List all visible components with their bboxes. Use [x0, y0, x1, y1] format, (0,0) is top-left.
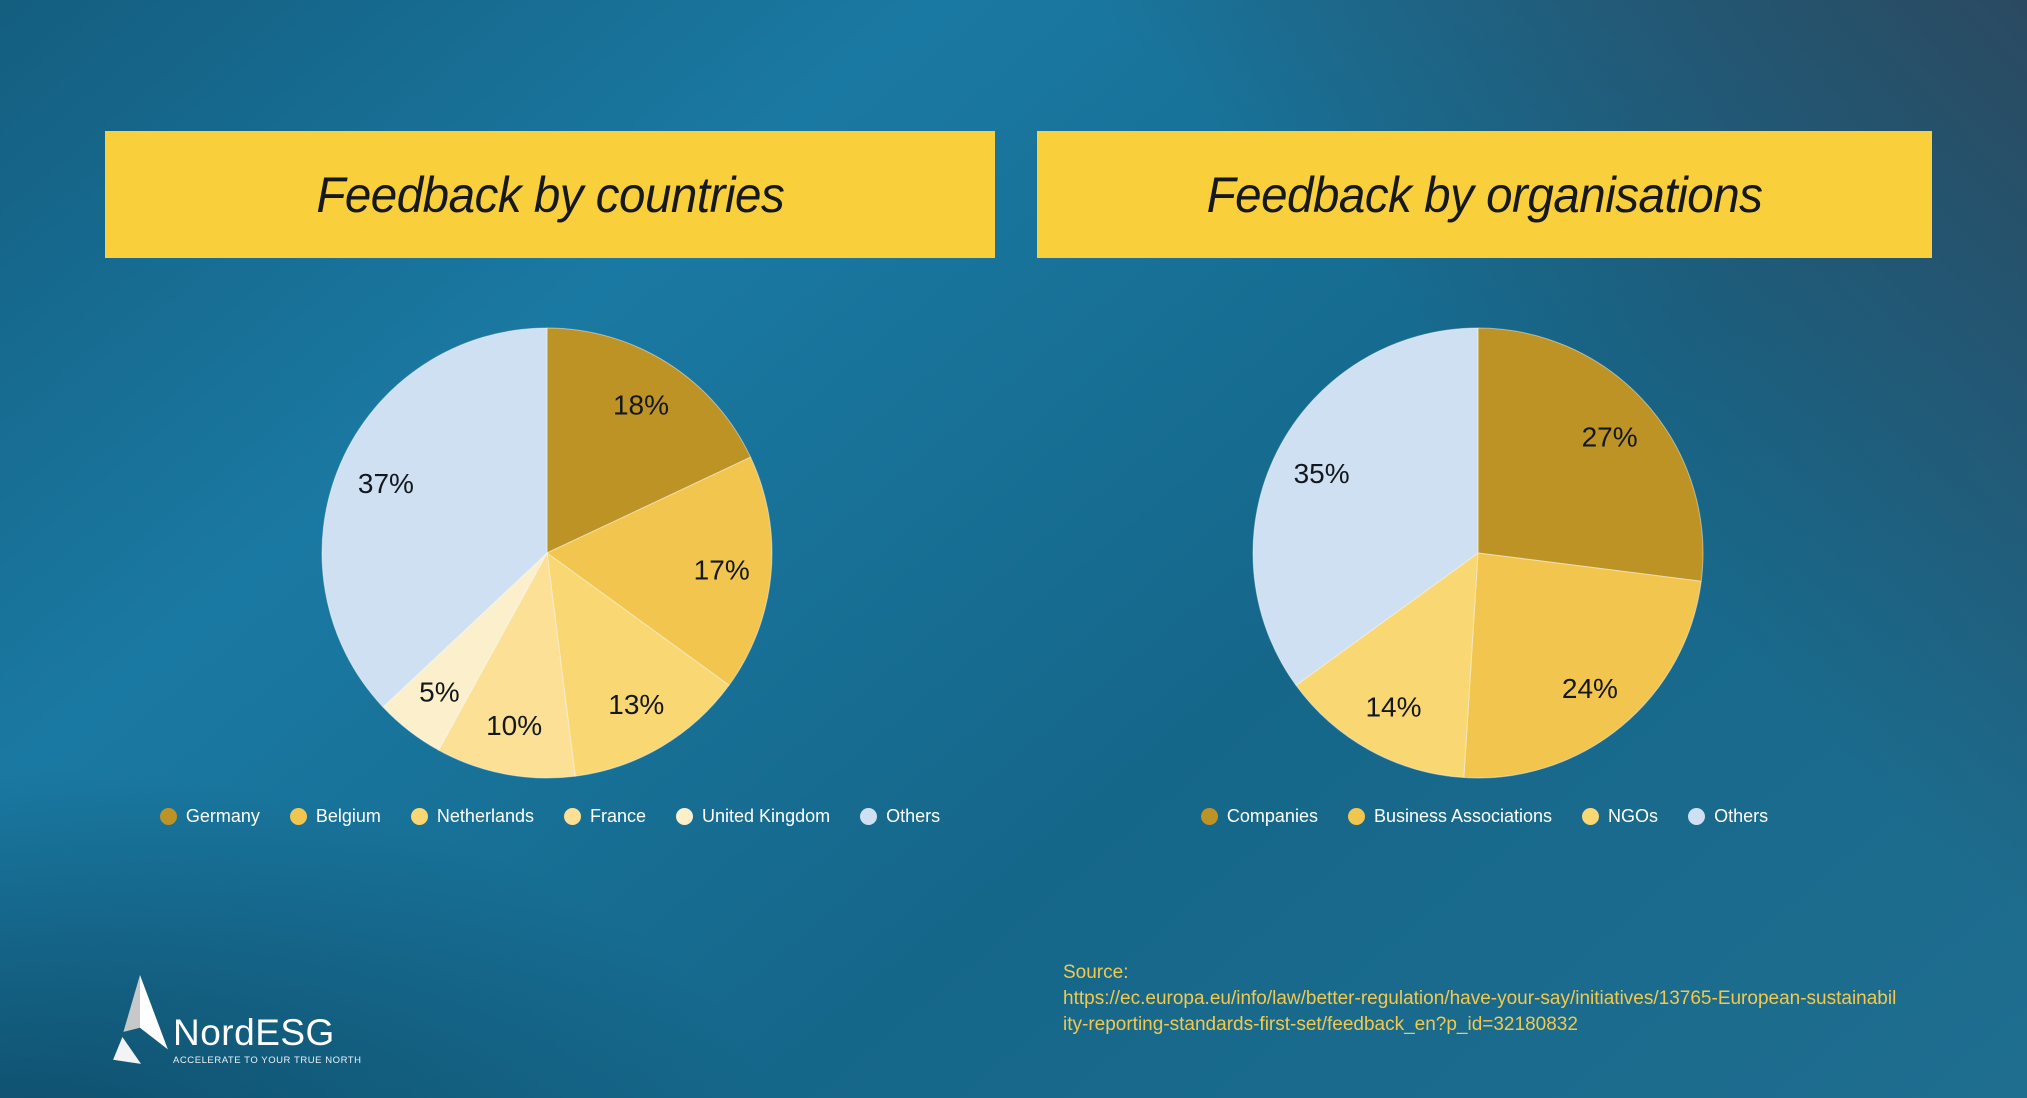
legend-label: France: [589, 805, 647, 826]
pie-slice-france: [438, 552, 576, 779]
legend-label: NGOs: [1608, 805, 1659, 826]
banner-feedback-by-countries: Feedback by countries: [105, 131, 995, 258]
legend-swatch-icon: [563, 807, 581, 825]
chart-title-organisations: Feedback by organisations: [1206, 166, 1763, 223]
pie-value-label-germany: 18%: [613, 390, 669, 421]
legend-label: Companies: [1226, 805, 1318, 826]
pie-slice-companies: [1477, 327, 1704, 582]
pie-slice-belgium: [546, 456, 773, 686]
logo-tagline: ACCELERATE TO YOUR TRUE NORTH: [173, 1055, 362, 1066]
legend-label: Germany: [185, 805, 260, 826]
legend-item-others: Others: [860, 806, 940, 827]
legend-swatch-icon: [1347, 807, 1365, 825]
pie-chart-countries: 18% 17% 13% 10% 5% 37%: [321, 327, 773, 779]
logo-text-block: NordESG ACCELERATE TO YOUR TRUE NORTH: [173, 1014, 362, 1067]
legend-item-others: Others: [1688, 806, 1768, 827]
legend-label: United Kingdom: [702, 805, 831, 826]
legend-item-companies: Companies: [1200, 805, 1318, 827]
legend-swatch-icon: [860, 807, 878, 825]
pie-value-label-netherlands: 13%: [608, 689, 664, 720]
pie-value-label-ngos: 14%: [1365, 692, 1421, 723]
legend-label: Business Associations: [1373, 805, 1553, 826]
legend-countries: Germany Belgium Netherlands France United Ki…: [105, 799, 995, 833]
legend-label: Netherlands: [436, 805, 534, 826]
pie-slice-netherlands: [546, 552, 730, 777]
pie-slice-others: [321, 327, 548, 708]
pie-value-label-companies: 27%: [1582, 422, 1638, 453]
legend-organisations: Companies Business Associations NGOs Others: [1037, 799, 1932, 833]
legend-item-business-associations: Business Associations: [1347, 805, 1553, 827]
legend-swatch-icon: [676, 807, 694, 825]
pie-value-label-france: 10%: [486, 710, 542, 741]
legend-item-ngos: NGOs: [1582, 806, 1658, 827]
source-url-line-1[interactable]: https://ec.europa.eu/info/law/better-reg…: [1063, 988, 1897, 1009]
legend-item-germany: Germany: [159, 805, 260, 827]
nordesg-logo: NordESG ACCELERATE TO YOUR TRUE NORTH: [112, 974, 362, 1067]
nordesg-arrow-icon: [113, 975, 168, 1064]
legend-swatch-icon: [1200, 807, 1218, 825]
legend-swatch-icon: [289, 807, 307, 825]
pie-slice-germany: [546, 327, 752, 554]
legend-label: Belgium: [315, 805, 381, 826]
pie-slice-united-kingdom: [382, 552, 548, 751]
source-label: Source:: [1063, 962, 1129, 983]
pie-value-label-belgium: 17%: [694, 554, 750, 585]
pie-slice-ngos: [1295, 552, 1479, 779]
pie-value-label-others: 35%: [1294, 458, 1350, 489]
pie-value-label-others: 37%: [358, 468, 414, 499]
legend-item-netherlands: Netherlands: [410, 805, 534, 827]
legend-item-belgium: Belgium: [289, 805, 381, 827]
source-url-line-2[interactable]: ity-reporting-standards-first-set/feedba…: [1063, 1014, 1578, 1035]
pie-value-label-business-associations: 24%: [1562, 673, 1618, 704]
banner-feedback-by-organisations: Feedback by organisations: [1037, 131, 1932, 258]
legend-swatch-icon: [410, 807, 428, 825]
logo-wordmark: NordESG: [173, 1012, 335, 1053]
legend-swatch-icon: [1688, 807, 1706, 825]
legend-label: Others: [886, 805, 941, 826]
legend-swatch-icon: [1582, 807, 1600, 825]
legend-swatch-icon: [159, 807, 177, 825]
source-citation: Source: https://ec.europa.eu/info/law/be…: [1063, 960, 1896, 1038]
pie-slice-others: [1252, 327, 1479, 686]
pie-chart-organisations: 27% 24% 14% 35%: [1252, 327, 1704, 779]
chart-title-countries: Feedback by countries: [316, 166, 784, 223]
pie-value-label-united-kingdom: 5%: [419, 677, 459, 708]
pie-slice-business-associations: [1463, 552, 1702, 779]
legend-item-france: France: [563, 805, 647, 827]
legend-label: Others: [1714, 805, 1769, 826]
legend-item-united-kingdom: United Kingdom: [676, 806, 830, 827]
